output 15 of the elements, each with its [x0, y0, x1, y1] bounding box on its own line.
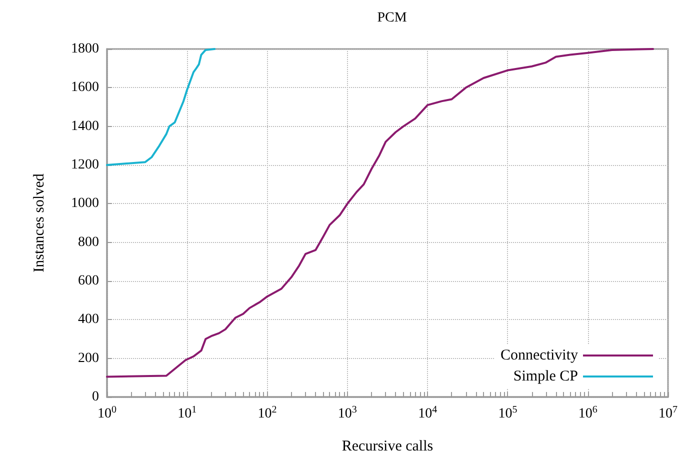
y-tick-label: 1200: [71, 158, 99, 172]
y-tick-label: 1000: [71, 196, 99, 212]
y-axis-title: Instances solved: [32, 173, 48, 272]
chart-title: PCM: [377, 10, 408, 26]
y-tick-label: 200: [78, 350, 99, 366]
y-tick-label: 600: [78, 274, 99, 288]
y-tick-label: 0: [92, 390, 99, 404]
legend-label: Simple CP: [513, 368, 578, 384]
y-tick-label: 1800: [71, 42, 99, 56]
y-tick-label: 1600: [71, 80, 99, 96]
legend-label: Connectivity: [500, 348, 578, 364]
y-tick-label: 400: [78, 312, 99, 328]
y-tick-label: 1400: [71, 118, 99, 134]
x-axis-title: Recursive calls: [342, 438, 434, 454]
y-tick-label: 800: [78, 234, 99, 250]
